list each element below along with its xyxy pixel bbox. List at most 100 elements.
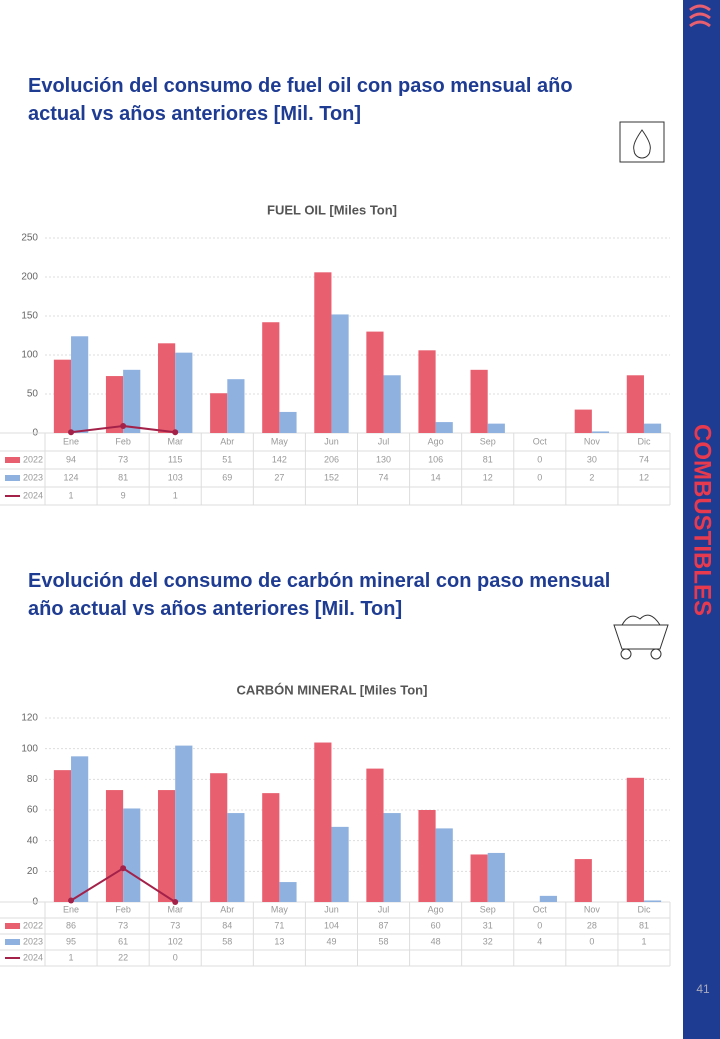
x-tick-label: Oct <box>533 904 548 914</box>
table-cell: 124 <box>64 472 79 482</box>
table-cell: 61 <box>118 936 128 946</box>
table-cell: 32 <box>483 936 493 946</box>
table-cell: 0 <box>589 936 594 946</box>
table-cell: 2 <box>589 472 594 482</box>
sidebar <box>683 0 720 1039</box>
table-cell: 73 <box>118 454 128 464</box>
x-tick-label: Sep <box>480 436 496 446</box>
table-cell: 1 <box>641 936 646 946</box>
table-cell: 73 <box>118 920 128 930</box>
drop-icon <box>619 121 665 163</box>
table-cell: 12 <box>483 472 493 482</box>
bar <box>123 369 141 433</box>
point <box>68 429 75 436</box>
bar <box>435 828 453 902</box>
table-cell: 130 <box>376 454 391 464</box>
bar <box>53 359 72 433</box>
table-cell: 74 <box>639 454 649 464</box>
table-cell: 142 <box>272 454 287 464</box>
y-tick-label: 150 <box>21 311 38 322</box>
table-cell: 102 <box>168 936 183 946</box>
table-cell: 71 <box>274 920 284 930</box>
x-tick-label: May <box>271 904 289 914</box>
x-tick-label: Jun <box>324 904 339 914</box>
x-tick-label: Feb <box>115 436 131 446</box>
bar <box>314 742 332 902</box>
table-cell: 95 <box>66 936 76 946</box>
bar <box>591 431 610 433</box>
bar <box>418 350 436 433</box>
bar <box>227 813 245 902</box>
x-tick-label: Mar <box>167 904 183 914</box>
y-tick-label: 50 <box>27 389 39 400</box>
bar <box>435 422 453 433</box>
table-cell: 81 <box>639 920 649 930</box>
bar <box>105 376 124 433</box>
x-tick-label: Ene <box>63 436 79 446</box>
bar <box>331 826 349 902</box>
table-cell: 104 <box>324 920 339 930</box>
chart-title: CARBÓN MINERAL [Miles Ton] <box>237 682 428 697</box>
legend-label: 2023 <box>23 472 43 482</box>
x-tick-label: Nov <box>584 904 601 914</box>
x-tick-label: Jul <box>378 904 390 914</box>
bar <box>331 314 349 433</box>
bar <box>314 272 332 433</box>
table-cell: 86 <box>66 920 76 930</box>
drop <box>633 129 651 159</box>
table-cell: 73 <box>170 920 180 930</box>
table-cell: 49 <box>326 936 336 946</box>
x-tick-label: Oct <box>533 436 548 446</box>
bar <box>643 900 662 902</box>
legend-label: 2024 <box>23 952 43 962</box>
bar <box>383 375 401 433</box>
bar <box>626 375 644 433</box>
bar <box>539 895 557 902</box>
x-tick-label: Feb <box>115 904 131 914</box>
x-tick-label: Dic <box>637 904 650 914</box>
table-cell: 152 <box>324 472 339 482</box>
table-cell: 87 <box>379 920 389 930</box>
sidebar-label: COMBUSTIBLES <box>689 424 716 616</box>
bar <box>626 777 644 902</box>
x-tick-label: Ago <box>428 904 444 914</box>
table-cell: 58 <box>222 936 232 946</box>
heading: Evolución del consumo de carbón mineral … <box>28 570 611 620</box>
y-tick-label: 100 <box>21 743 38 754</box>
table-cell: 0 <box>537 472 542 482</box>
table-cell: 30 <box>587 454 597 464</box>
table-cell: 28 <box>587 920 597 930</box>
bar <box>262 793 280 902</box>
chart-title: FUEL OIL [Miles Ton] <box>267 202 397 217</box>
table-cell: 74 <box>379 472 389 482</box>
table-cell: 94 <box>66 454 76 464</box>
table-cell: 69 <box>222 472 232 482</box>
y-tick-label: 250 <box>21 233 38 244</box>
table-cell: 9 <box>121 490 126 500</box>
bar <box>366 331 384 433</box>
bar <box>574 409 592 433</box>
point <box>68 897 75 904</box>
bar <box>262 322 280 433</box>
x-tick-label: Sep <box>480 904 496 914</box>
table-cell: 27 <box>274 472 284 482</box>
table-cell: 51 <box>222 454 232 464</box>
page-number: 41 <box>696 982 710 996</box>
logo <box>689 4 711 28</box>
x-tick-label: Abr <box>220 436 234 446</box>
bar <box>470 369 488 433</box>
bar <box>366 768 384 902</box>
table-cell: 4 <box>537 936 542 946</box>
point <box>120 422 127 429</box>
y-tick-label: 200 <box>21 272 38 283</box>
bar <box>487 852 505 902</box>
table-cell: 103 <box>168 472 183 482</box>
legend-label: 2022 <box>23 454 43 464</box>
x-tick-label: Jun <box>324 436 339 446</box>
table-cell: 48 <box>431 936 441 946</box>
table-cell: 12 <box>639 472 649 482</box>
point <box>120 865 127 872</box>
table-cell: 115 <box>168 454 182 464</box>
bar <box>71 336 89 433</box>
